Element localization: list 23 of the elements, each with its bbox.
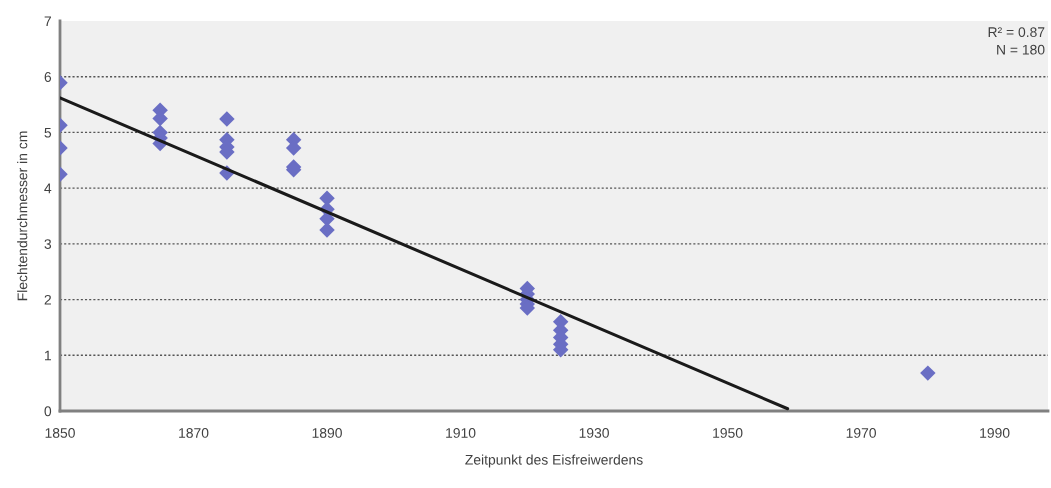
- x-tick-label: 1950: [713, 428, 743, 438]
- x-tick-label: 1870: [179, 428, 209, 438]
- y-tick-label: 7: [44, 16, 51, 27]
- y-tick-label: 6: [44, 72, 52, 82]
- y-tick-label: 5: [44, 127, 52, 138]
- y-tick-label: 1: [45, 350, 51, 361]
- x-axis-title: Zeitpunkt des Eisfreiwerdens: [465, 454, 643, 468]
- x-tick-label: 1970: [846, 428, 876, 438]
- x-tick-label: 1930: [579, 428, 609, 438]
- y-tick-label: 3: [44, 239, 52, 250]
- annotation: R² = 0.87: [988, 27, 1045, 38]
- y-tick-label: 2: [44, 294, 51, 305]
- annotation: N = 180: [997, 44, 1045, 55]
- point: [219, 111, 235, 127]
- y-axis-title: Flechtendurchmesser in cm: [17, 131, 28, 301]
- y-tick-label: 0: [44, 406, 52, 417]
- point: [319, 222, 335, 238]
- x-tick-label: 1890: [312, 428, 342, 438]
- y-tick-label: 4: [44, 183, 52, 194]
- x-tick-label: 1910: [446, 428, 476, 438]
- point: [920, 365, 936, 381]
- x-tick-label: 1990: [980, 428, 1010, 438]
- x-tick-label: 1850: [45, 428, 75, 438]
